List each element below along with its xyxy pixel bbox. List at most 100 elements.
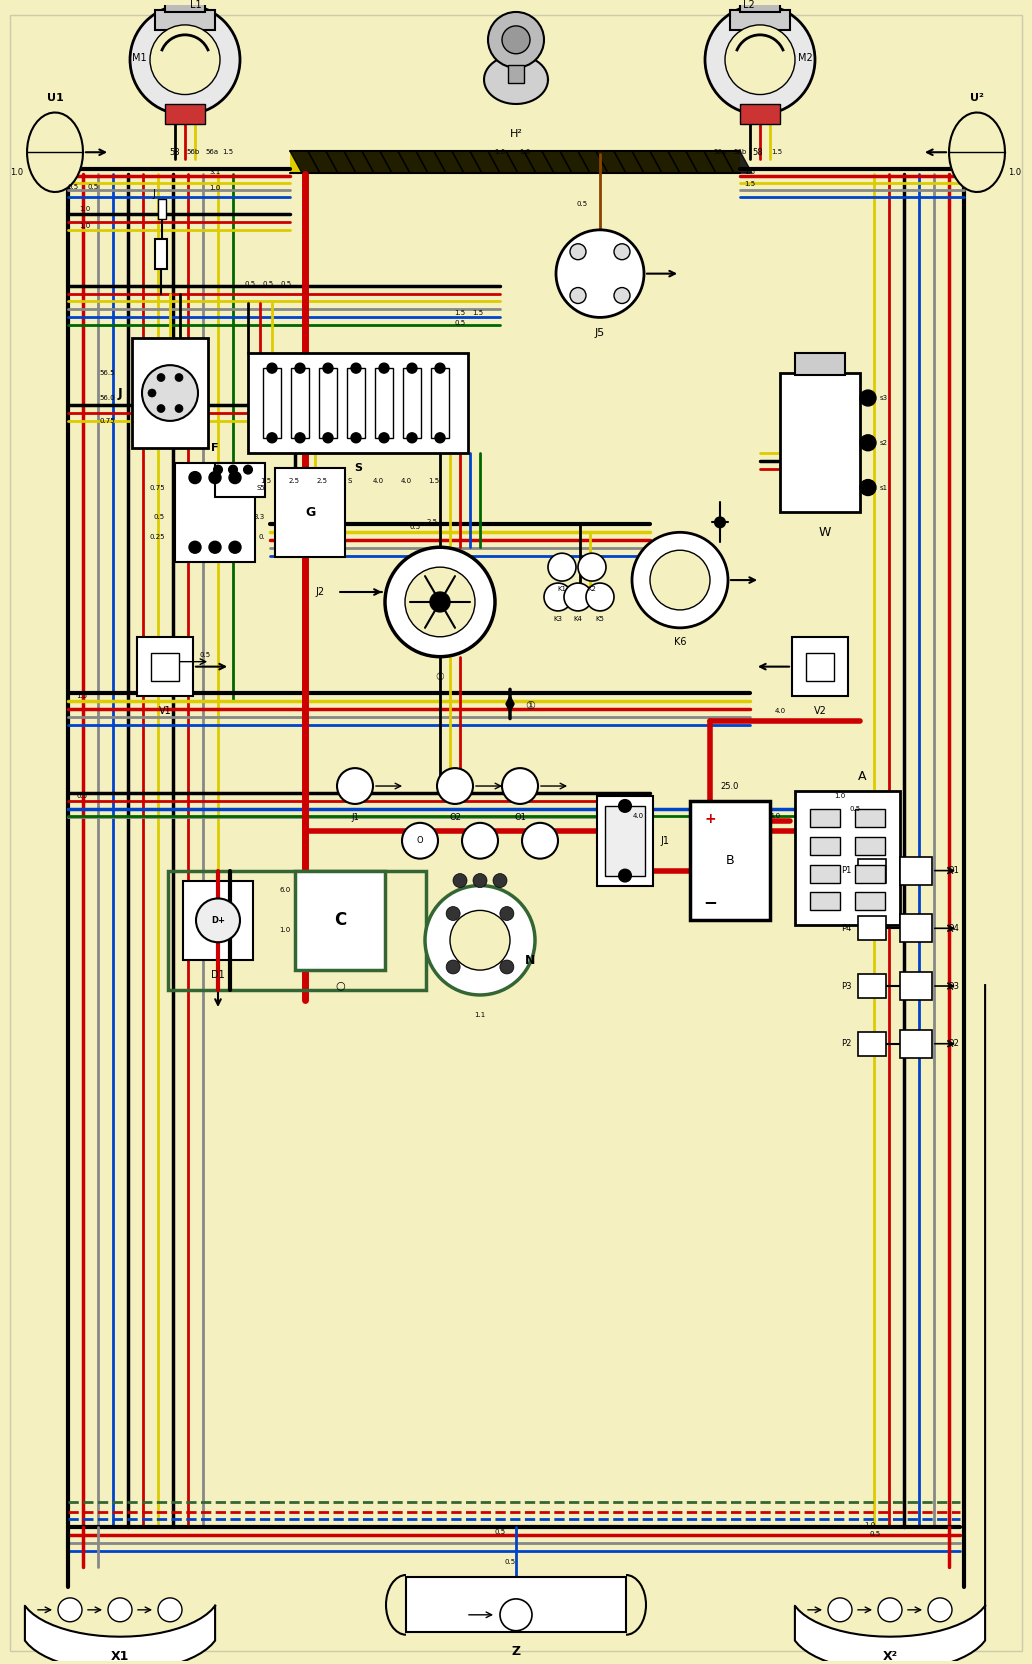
Text: K5: K5 bbox=[595, 616, 605, 622]
Text: s1: s1 bbox=[880, 484, 889, 491]
Circle shape bbox=[614, 245, 630, 260]
Text: 1.0: 1.0 bbox=[10, 168, 24, 176]
Circle shape bbox=[351, 363, 361, 373]
Text: 4.0: 4.0 bbox=[770, 814, 780, 819]
Circle shape bbox=[323, 433, 333, 443]
Circle shape bbox=[58, 1597, 82, 1622]
Polygon shape bbox=[484, 55, 548, 103]
Bar bbox=[795, 790, 900, 925]
Text: U1: U1 bbox=[46, 93, 63, 103]
Circle shape bbox=[436, 363, 445, 373]
Bar bbox=[295, 870, 385, 970]
Text: 1.0: 1.0 bbox=[519, 150, 530, 155]
Text: 1.0: 1.0 bbox=[835, 794, 845, 799]
Circle shape bbox=[860, 389, 876, 406]
Circle shape bbox=[473, 874, 487, 887]
Circle shape bbox=[499, 907, 514, 920]
Text: 1.0: 1.0 bbox=[865, 1523, 875, 1528]
Circle shape bbox=[586, 582, 614, 611]
Text: s3: s3 bbox=[880, 394, 889, 401]
Circle shape bbox=[446, 907, 460, 920]
Bar bbox=[404, 368, 421, 438]
Polygon shape bbox=[668, 151, 698, 173]
Circle shape bbox=[209, 541, 221, 552]
Polygon shape bbox=[704, 151, 734, 173]
Text: V1: V1 bbox=[159, 707, 171, 717]
Text: 56.0: 56.0 bbox=[99, 394, 115, 401]
Circle shape bbox=[556, 230, 644, 318]
Text: 1.1: 1.1 bbox=[475, 1012, 486, 1018]
Text: J: J bbox=[152, 190, 155, 200]
Polygon shape bbox=[614, 151, 644, 173]
Text: 1.0: 1.0 bbox=[79, 206, 91, 211]
Text: S: S bbox=[354, 463, 362, 473]
Circle shape bbox=[229, 466, 237, 474]
Circle shape bbox=[619, 870, 631, 882]
Bar bbox=[275, 468, 345, 557]
Text: X1: X1 bbox=[110, 1651, 129, 1662]
Circle shape bbox=[544, 582, 572, 611]
Text: 1.5: 1.5 bbox=[428, 478, 440, 484]
Text: 1.0: 1.0 bbox=[79, 223, 91, 230]
Circle shape bbox=[502, 27, 530, 53]
Bar bbox=[740, 0, 780, 12]
Text: 1.5: 1.5 bbox=[260, 478, 271, 484]
Polygon shape bbox=[434, 151, 464, 173]
Bar bbox=[165, 105, 205, 125]
Text: K4: K4 bbox=[574, 616, 582, 622]
Text: 1.0: 1.0 bbox=[494, 150, 506, 155]
Circle shape bbox=[158, 1597, 182, 1622]
Circle shape bbox=[860, 434, 876, 451]
Text: 58: 58 bbox=[752, 148, 764, 156]
Bar bbox=[854, 892, 885, 910]
Text: S: S bbox=[348, 478, 352, 484]
Polygon shape bbox=[25, 1606, 215, 1664]
Polygon shape bbox=[949, 113, 1005, 191]
Bar bbox=[215, 463, 265, 498]
Bar bbox=[263, 368, 281, 438]
Text: 4.0: 4.0 bbox=[633, 814, 644, 819]
Text: G: G bbox=[304, 506, 315, 519]
Text: 56.5: 56.5 bbox=[99, 369, 115, 376]
Text: 3.1: 3.1 bbox=[209, 170, 221, 175]
Bar bbox=[508, 65, 524, 83]
Circle shape bbox=[493, 874, 507, 887]
Text: ○: ○ bbox=[335, 980, 345, 990]
Text: J2: J2 bbox=[316, 587, 325, 597]
Circle shape bbox=[828, 1597, 852, 1622]
Bar bbox=[168, 870, 426, 990]
Bar bbox=[248, 353, 467, 453]
Circle shape bbox=[337, 769, 373, 804]
Circle shape bbox=[446, 960, 460, 973]
Text: J1: J1 bbox=[660, 835, 669, 845]
Text: 56b: 56b bbox=[187, 150, 199, 155]
Circle shape bbox=[430, 592, 450, 612]
Bar bbox=[795, 353, 845, 374]
Bar bbox=[810, 865, 840, 882]
Text: 1.0: 1.0 bbox=[280, 927, 291, 934]
Circle shape bbox=[453, 874, 467, 887]
Text: 1.0: 1.0 bbox=[1008, 168, 1022, 176]
Bar bbox=[155, 10, 215, 30]
Text: 0.5: 0.5 bbox=[577, 201, 587, 206]
Circle shape bbox=[878, 1597, 902, 1622]
Polygon shape bbox=[416, 151, 446, 173]
Polygon shape bbox=[488, 151, 518, 173]
Polygon shape bbox=[686, 151, 716, 173]
Circle shape bbox=[437, 769, 473, 804]
Text: 56a: 56a bbox=[713, 150, 727, 155]
Bar bbox=[175, 463, 255, 562]
Circle shape bbox=[619, 800, 631, 812]
Text: 1.5: 1.5 bbox=[454, 311, 465, 316]
Text: 0.75: 0.75 bbox=[150, 484, 165, 491]
Circle shape bbox=[244, 466, 252, 474]
Text: D+: D+ bbox=[211, 915, 225, 925]
Text: U²: U² bbox=[970, 93, 983, 103]
Circle shape bbox=[150, 25, 220, 95]
Circle shape bbox=[650, 551, 710, 611]
Circle shape bbox=[502, 769, 538, 804]
Polygon shape bbox=[362, 151, 392, 173]
Text: X²: X² bbox=[882, 1651, 898, 1662]
Text: P2: P2 bbox=[842, 1040, 852, 1048]
Polygon shape bbox=[506, 151, 536, 173]
